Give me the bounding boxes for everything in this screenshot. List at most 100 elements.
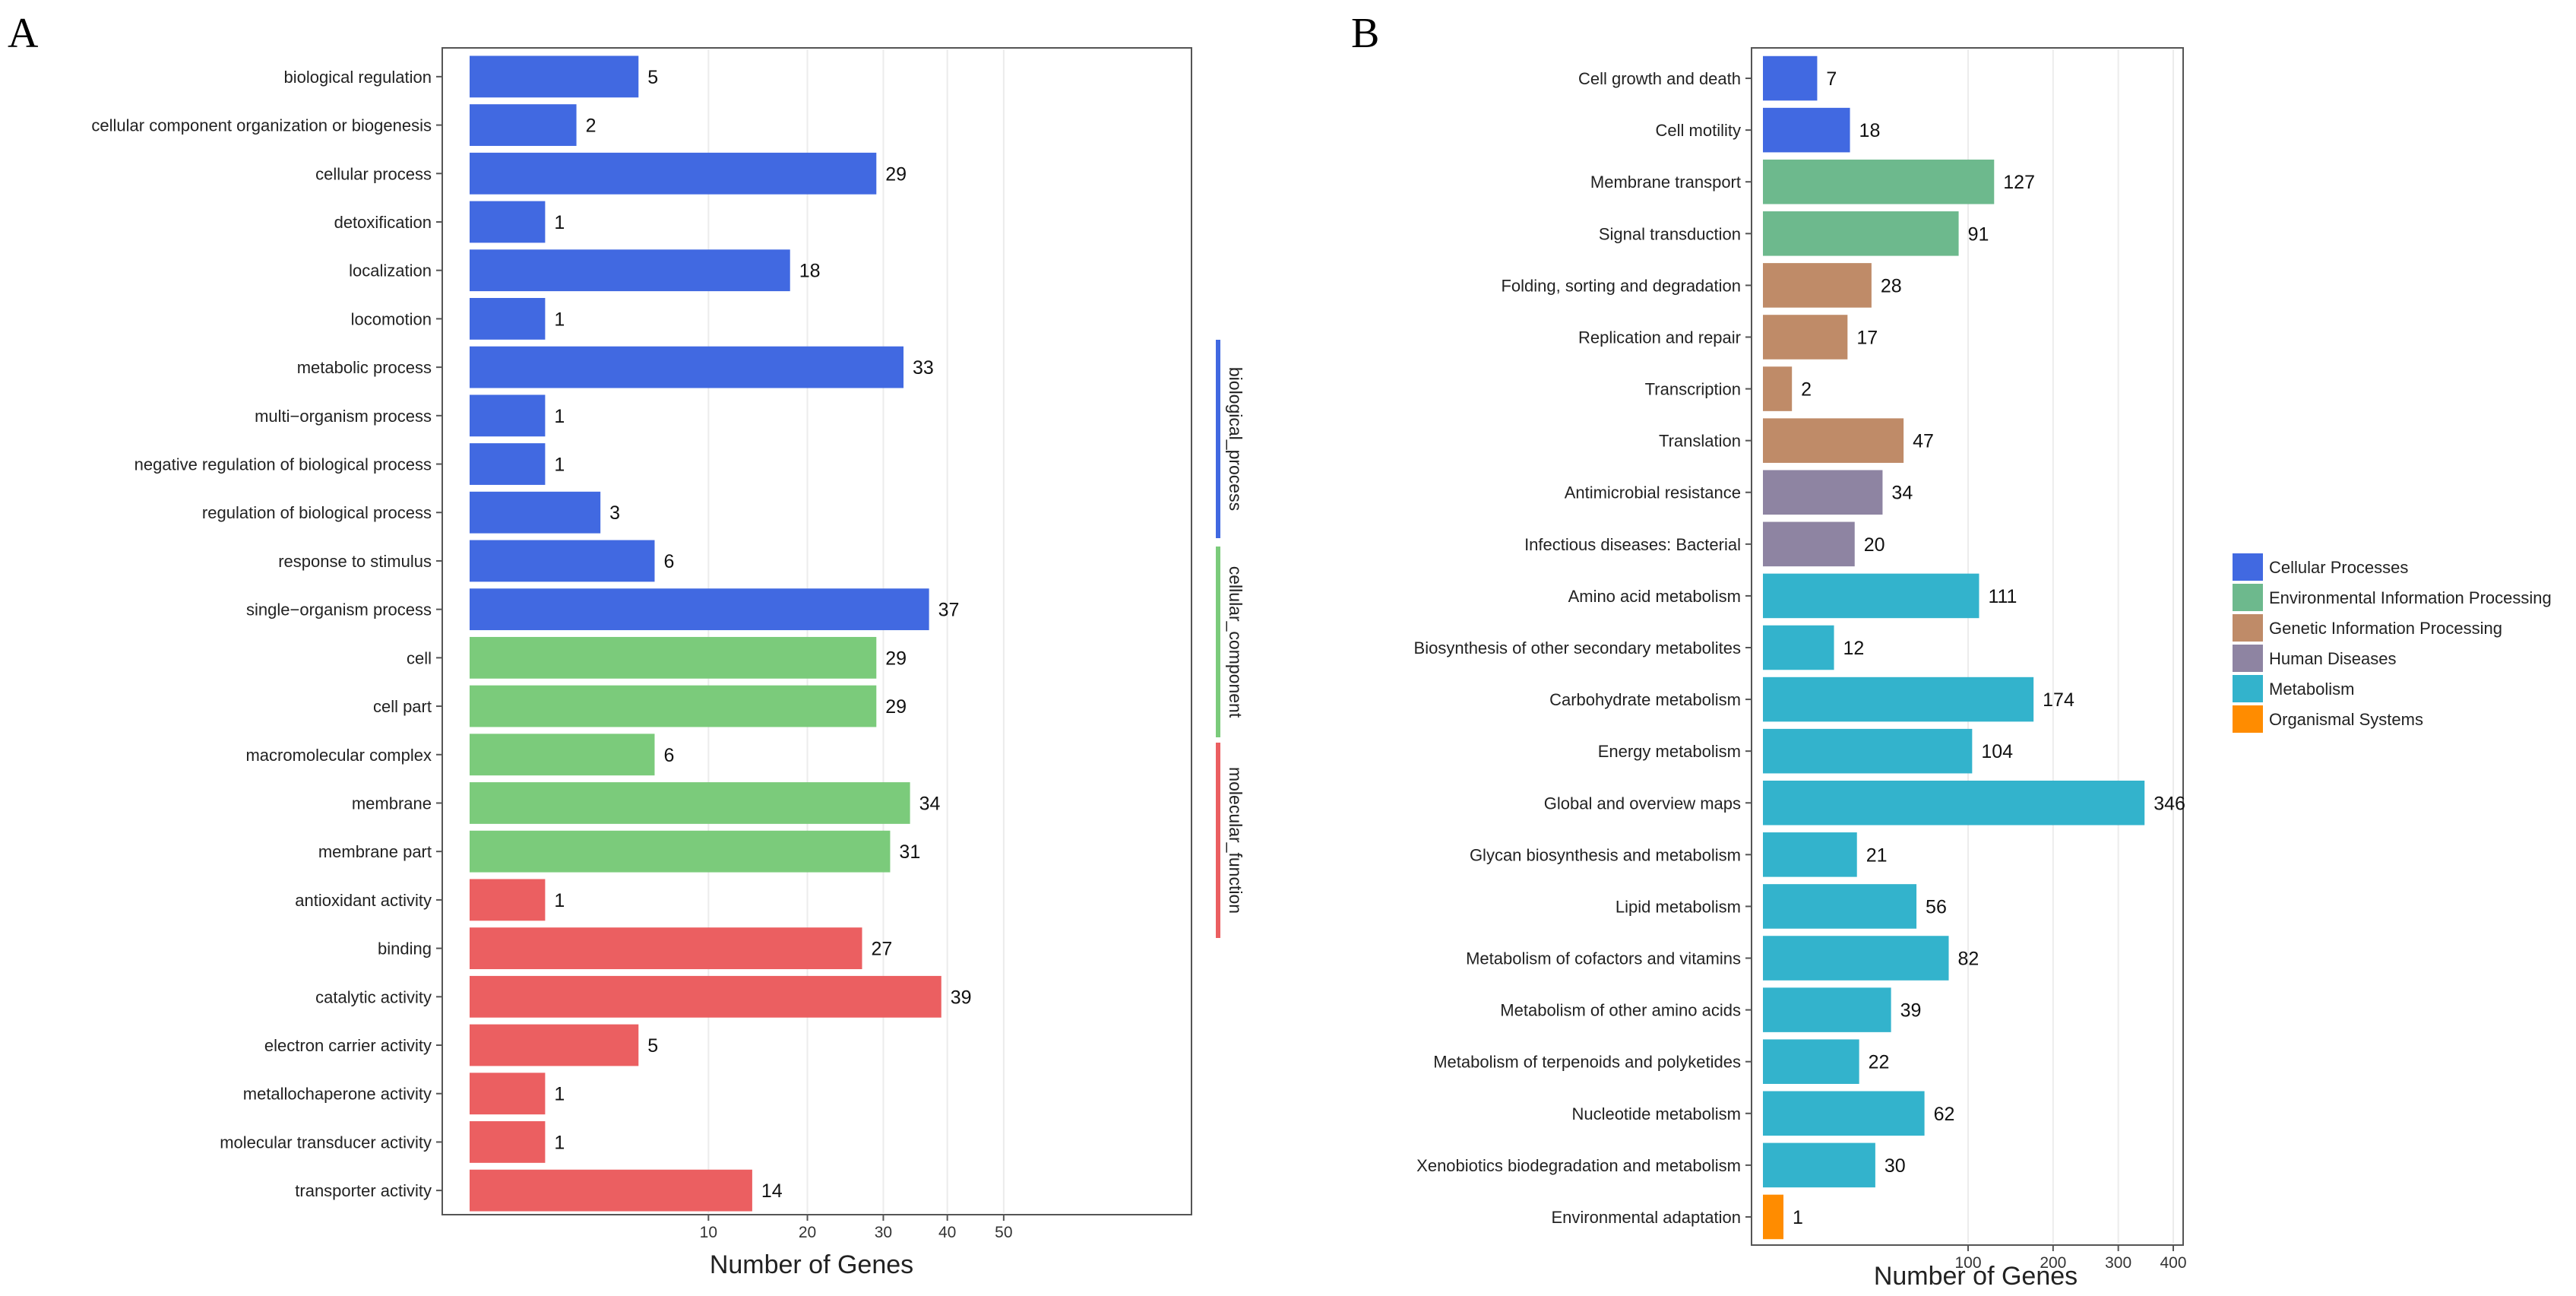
category-label: negative regulation of biological proces…	[134, 455, 432, 474]
legend-label: Organismal Systems	[2269, 710, 2423, 729]
bar	[1763, 677, 2034, 722]
x-tick-label: 30	[875, 1224, 892, 1241]
group-strip	[1216, 340, 1220, 538]
value-label: 56	[1926, 896, 1947, 917]
bar	[1763, 159, 1995, 204]
panel-a-label: A	[8, 10, 39, 57]
value-label: 6	[663, 551, 674, 572]
category-label: Lipid metabolism	[1616, 897, 1741, 916]
category-label: Signal transduction	[1599, 224, 1741, 243]
value-label: 91	[1968, 223, 1989, 245]
value-label: 34	[1891, 483, 1913, 504]
value-label: 346	[2154, 793, 2185, 814]
bar	[470, 1073, 546, 1115]
legend-swatch	[2233, 584, 2263, 611]
value-label: 29	[885, 648, 907, 669]
value-label: 5	[647, 67, 658, 88]
category-label: metallochaperone activity	[243, 1085, 432, 1104]
category-label: Nucleotide metabolism	[1571, 1104, 1741, 1123]
x-tick-label: 200	[2040, 1254, 2066, 1272]
bar	[470, 636, 877, 679]
bar	[1763, 884, 1917, 929]
bar	[1763, 366, 1793, 411]
bar	[470, 540, 655, 582]
bar	[1763, 211, 1959, 256]
category-label: catalytic activity	[315, 987, 432, 1006]
bar	[1763, 418, 1904, 463]
category-label: Glycan biosynthesis and metabolism	[1470, 845, 1741, 864]
category-label: multi−organism process	[255, 407, 432, 426]
category-label: Metabolism of terpenoids and polyketides	[1433, 1053, 1741, 1072]
category-label: Translation	[1659, 432, 1741, 451]
value-label: 39	[1900, 1000, 1922, 1022]
category-label: Replication and repair	[1578, 328, 1741, 347]
bar	[470, 975, 941, 1018]
value-label: 33	[913, 357, 934, 379]
legend-swatch	[2233, 705, 2263, 733]
value-label: 20	[1864, 534, 1885, 556]
group-label: cellular_component	[1226, 566, 1245, 718]
value-label: 127	[2003, 172, 2035, 193]
bar	[470, 1024, 639, 1066]
value-label: 1	[1793, 1207, 1803, 1228]
group-strip	[1216, 743, 1220, 938]
category-label: cellular process	[315, 164, 432, 183]
value-label: 1	[554, 212, 565, 233]
category-label: Amino acid metabolism	[1568, 587, 1741, 606]
bar	[470, 249, 790, 292]
bar	[1763, 470, 1883, 515]
value-label: 34	[919, 793, 941, 814]
value-label: 47	[1913, 431, 1934, 452]
bar	[1763, 936, 1949, 981]
category-label: molecular transducer activity	[220, 1133, 432, 1152]
category-label: Antimicrobial resistance	[1565, 483, 1741, 502]
bar	[1763, 55, 1818, 101]
category-label: localization	[349, 261, 432, 280]
category-label: detoxification	[334, 213, 432, 232]
bar	[1763, 1142, 1875, 1188]
value-label: 2	[1801, 379, 1812, 401]
category-label: electron carrier activity	[264, 1036, 432, 1055]
bar	[470, 588, 929, 631]
value-label: 39	[951, 987, 972, 1008]
x-tick-label: 50	[995, 1224, 1012, 1241]
category-label: metabolic process	[297, 358, 432, 377]
value-label: 1	[554, 1084, 565, 1105]
legend-swatch	[2233, 675, 2263, 702]
value-label: 17	[1856, 327, 1878, 348]
bar	[1763, 832, 1857, 877]
value-label: 6	[663, 745, 674, 766]
category-label: membrane part	[318, 842, 432, 861]
bar	[470, 830, 891, 873]
bar	[470, 879, 546, 921]
category-label: antioxidant activity	[295, 891, 432, 910]
value-label: 22	[1869, 1052, 1890, 1073]
bar	[1763, 263, 1872, 308]
panel-a-x-axis-title: Number of Genes	[710, 1250, 913, 1279]
x-tick-label: 100	[1954, 1254, 1981, 1272]
bar	[470, 1169, 752, 1212]
group-label: biological_process	[1226, 367, 1245, 511]
bar	[1763, 1091, 1925, 1136]
bar	[1763, 780, 2145, 825]
legend-swatch	[2233, 614, 2263, 642]
bar	[470, 55, 639, 98]
legend-label: Cellular Processes	[2269, 558, 2408, 577]
value-label: 30	[1885, 1155, 1906, 1177]
value-label: 3	[609, 502, 620, 524]
bar	[470, 927, 862, 969]
bar	[470, 201, 546, 243]
value-label: 27	[871, 939, 892, 960]
value-label: 12	[1843, 638, 1865, 659]
bar	[1763, 728, 1973, 774]
value-label: 31	[899, 841, 920, 863]
value-label: 111	[1988, 586, 2017, 607]
value-label: 29	[885, 696, 907, 718]
panel-b-kegg-chart: B Cell growth and death 7 Cell motility 18 M…	[1351, 10, 2552, 1291]
category-label: cell	[407, 648, 432, 667]
category-label: Metabolism of cofactors and vitamins	[1466, 949, 1741, 968]
value-label: 14	[761, 1180, 783, 1202]
value-label: 1	[554, 890, 565, 911]
category-label: cellular component organization or bioge…	[91, 116, 432, 135]
